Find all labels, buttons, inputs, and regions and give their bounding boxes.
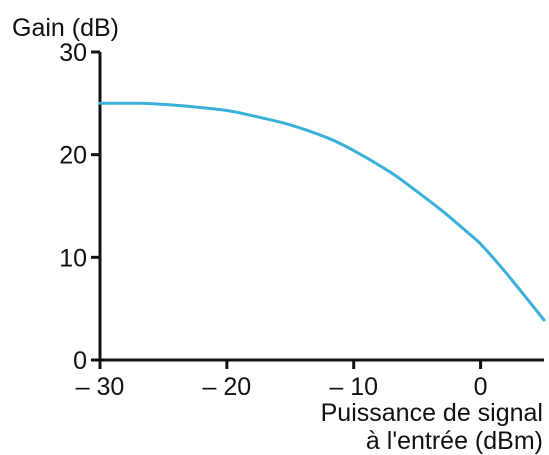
axes: [98, 52, 544, 362]
tick-marks: [91, 50, 483, 369]
x-tick-label--10: – 10: [329, 373, 378, 401]
y-tick-label-0: 0: [73, 347, 87, 375]
y-axis-title: Gain (dB): [12, 14, 119, 42]
x-tick-label-0: 0: [474, 373, 488, 401]
gain-curve: [98, 101, 546, 322]
x-tick-label--20: – 20: [203, 373, 252, 401]
x-axis-title-line-1: Puissance de signal: [321, 399, 543, 427]
tick-labels: 0 10 20 30 – 30 – 20 – 10 0: [59, 39, 487, 401]
x-tick-label--30: – 30: [76, 373, 125, 401]
y-tick-label-20: 20: [59, 142, 87, 170]
y-tick-label-10: 10: [59, 244, 87, 272]
x-axis-title-line-2: à l'entrée (dBm): [366, 427, 543, 455]
y-tick-label-30: 30: [59, 39, 87, 67]
